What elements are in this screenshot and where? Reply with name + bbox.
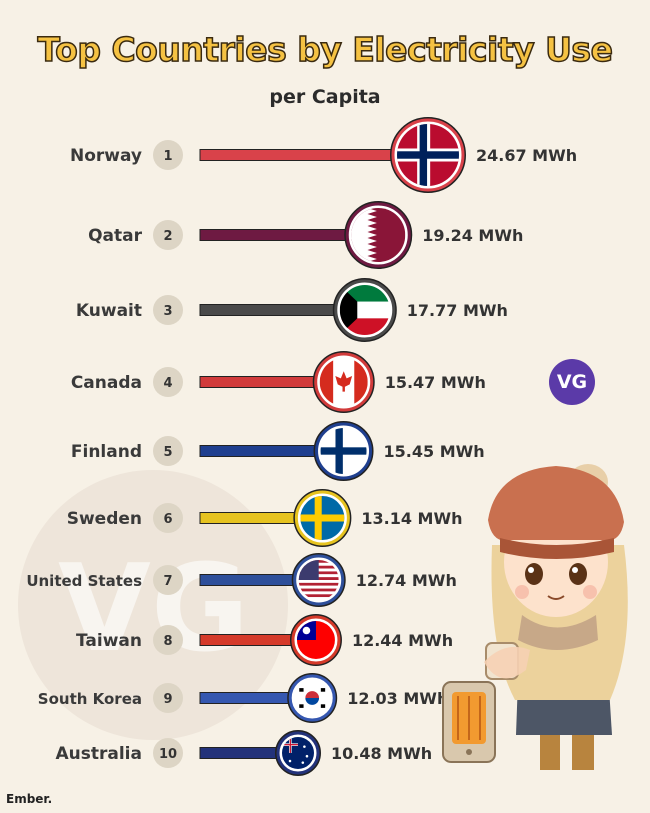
country-label: South Korea xyxy=(38,690,142,708)
watermark-text: VG xyxy=(58,540,250,679)
rank-label: 1 xyxy=(163,149,172,164)
country-label: United States xyxy=(26,572,142,590)
rank-label: 9 xyxy=(163,692,172,707)
flag-ring-color xyxy=(294,490,350,546)
rank-circle xyxy=(153,436,183,466)
bar-row-5: Sweden 6 13.14 MWh xyxy=(67,489,463,547)
value-label: 24.67 MWh xyxy=(476,146,577,165)
rank-label: 5 xyxy=(163,445,172,460)
rank-circle xyxy=(153,683,183,713)
flag-ring-color xyxy=(334,279,396,341)
flag-ring-color xyxy=(276,731,320,775)
value-label: 15.47 MWh xyxy=(385,373,486,392)
rank-circle xyxy=(153,220,183,250)
chart-title: Top Countries by Electricity Use xyxy=(37,29,614,70)
rank-label: 4 xyxy=(163,376,172,391)
value-label: 12.03 MWh xyxy=(347,689,448,708)
country-label: Norway xyxy=(70,146,142,166)
value-label: 19.24 MWh xyxy=(422,226,523,245)
source-credit: Ember. xyxy=(6,792,53,806)
kuwait-flag xyxy=(339,285,390,335)
canada-flag xyxy=(319,358,368,406)
flag-ring-color xyxy=(391,118,465,192)
value-label: 15.45 MWh xyxy=(384,442,485,461)
bar-row-0: Norway 1 24.67 MWh xyxy=(70,117,577,193)
country-label: Australia xyxy=(56,744,143,764)
flag-ring-color xyxy=(288,674,336,722)
bar-row-4: Finland 5 15.45 MWh xyxy=(71,421,485,481)
bar-row-6: United States 7 12.74 MWh xyxy=(26,553,457,607)
rank-label: 3 xyxy=(163,304,172,319)
bar-row-2: Kuwait 3 17.77 MWh xyxy=(76,278,508,342)
taiwan-flag xyxy=(296,621,335,659)
flag-ring-color xyxy=(293,554,345,606)
flag-ring-color xyxy=(314,352,374,412)
rank-circle xyxy=(153,503,183,533)
rank-label: 6 xyxy=(163,512,172,527)
rank-circle xyxy=(153,738,183,768)
usa-flag xyxy=(298,560,339,600)
country-label: Sweden xyxy=(67,509,142,529)
rank-circle xyxy=(153,140,183,170)
country-label: Kuwait xyxy=(76,301,142,321)
flag-ring-color xyxy=(345,202,411,268)
vg-logo-badge: VG xyxy=(549,359,595,405)
rank-circle xyxy=(153,295,183,325)
south-korea-flag xyxy=(294,680,331,716)
chart-subtitle: per Capita xyxy=(269,86,381,108)
flag-ring-color xyxy=(291,615,341,665)
rank-label: 7 xyxy=(163,574,172,589)
rank-label: 8 xyxy=(163,634,172,649)
value-label: 13.14 MWh xyxy=(361,509,462,528)
rank-label: 2 xyxy=(163,229,172,244)
flag-ring-color xyxy=(315,422,373,480)
sweden-flag xyxy=(300,496,345,540)
value-label: 12.44 MWh xyxy=(352,631,453,650)
value-label: 10.48 MWh xyxy=(331,744,432,763)
bar-row-1: Qatar 2 19.24 MWh xyxy=(88,201,523,269)
country-label: Qatar xyxy=(88,226,143,246)
rank-circle xyxy=(153,367,183,397)
value-label: 17.77 MWh xyxy=(407,301,508,320)
rank-label: 10 xyxy=(159,747,177,762)
country-label: Taiwan xyxy=(76,631,142,651)
rank-circle xyxy=(153,625,183,655)
country-label: Finland xyxy=(71,442,142,462)
rank-circle xyxy=(153,565,183,595)
qatar-flag xyxy=(351,208,406,262)
finland-flag xyxy=(320,428,367,474)
norway-flag xyxy=(397,124,459,186)
bar-row-8: South Korea 9 12.03 MWh xyxy=(38,673,448,723)
australia-flag xyxy=(282,737,314,769)
bar-row-3: Canada 4 15.47 MWh xyxy=(71,351,486,413)
value-label: 12.74 MWh xyxy=(356,571,457,590)
country-label: Canada xyxy=(71,373,142,393)
bar-row-7: Taiwan 8 12.44 MWh xyxy=(76,614,453,666)
bar-row-9: Australia 10 10.48 MWh xyxy=(56,730,432,776)
